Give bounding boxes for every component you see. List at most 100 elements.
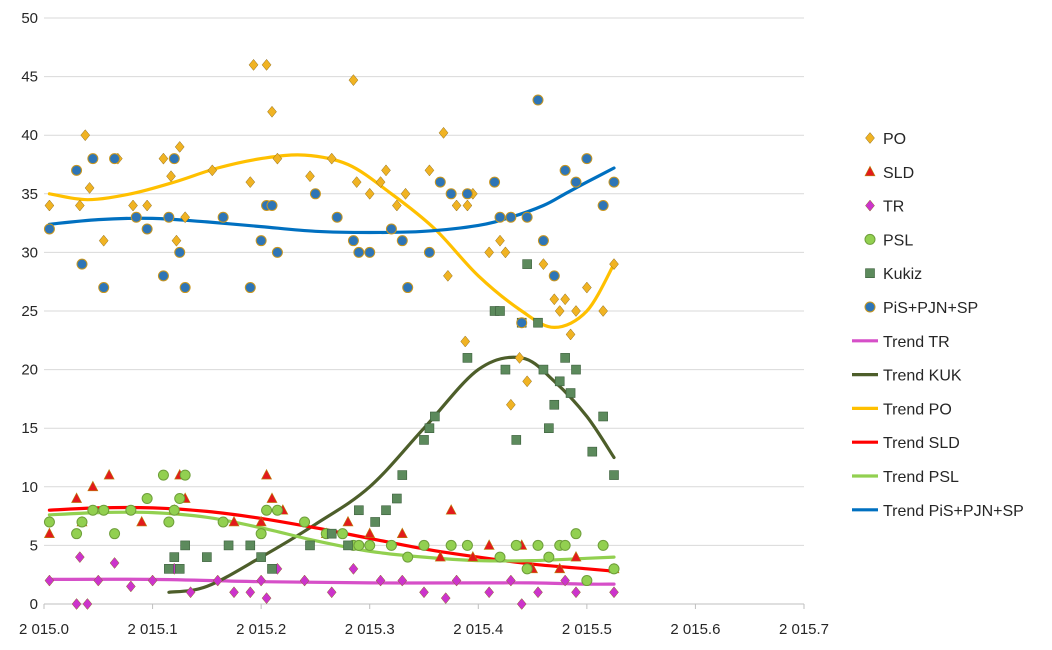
tr-point	[126, 580, 136, 593]
po-point	[571, 305, 581, 317]
sld-point	[103, 468, 115, 480]
po-point	[506, 398, 516, 411]
tr-point	[299, 574, 310, 587]
pis-point	[309, 188, 321, 200]
kukiz-point	[202, 552, 212, 562]
kukiz-point	[169, 552, 180, 562]
po-point	[462, 199, 473, 212]
sld-point	[364, 527, 376, 538]
tr-point	[375, 574, 386, 587]
kukiz-point	[544, 423, 554, 434]
kukiz-point	[174, 564, 185, 574]
sld-point	[434, 550, 446, 562]
pis-point	[255, 235, 267, 247]
legend-tr-marker	[865, 199, 875, 212]
kukiz-point	[180, 540, 190, 551]
x-tick-label: 2 015.3	[345, 621, 395, 638]
psl-point	[163, 516, 175, 528]
po-point	[44, 199, 55, 212]
kukiz-point	[354, 505, 364, 516]
legend-psl-marker	[864, 233, 876, 245]
kukiz-point	[549, 399, 560, 410]
pis-point	[608, 176, 620, 188]
kukiz-point	[164, 564, 174, 574]
sld-point	[261, 468, 273, 480]
kukiz-point	[267, 564, 277, 574]
tr-point	[93, 574, 104, 587]
po-point	[180, 211, 190, 224]
kukiz-point	[571, 364, 581, 375]
pis-point	[109, 153, 121, 165]
y-tick-label: 25	[21, 303, 38, 320]
psl-point	[494, 551, 506, 563]
psl-point	[364, 539, 376, 551]
y-tick-label: 15	[21, 420, 38, 437]
tr-point	[245, 586, 256, 599]
pis-point	[402, 282, 414, 294]
po-point	[75, 199, 85, 212]
psl-point	[532, 539, 544, 551]
legend-label: PO	[883, 131, 906, 148]
x-tick-label: 2 015.0	[19, 621, 69, 638]
legend-kukiz-marker	[865, 268, 875, 279]
po-point	[549, 293, 560, 306]
y-tick-label: 35	[21, 186, 38, 203]
legend-label: Kukiz	[883, 266, 922, 283]
psl-point	[271, 504, 283, 516]
sld-point	[396, 527, 408, 538]
tr-point	[147, 574, 158, 587]
psl-point	[608, 563, 620, 575]
x-tick-label: 2 015.5	[562, 621, 612, 638]
kukiz-point	[223, 540, 234, 551]
po-point	[400, 187, 411, 200]
kukiz-point	[343, 540, 353, 551]
psl-point	[597, 539, 609, 551]
data-points	[43, 58, 620, 610]
psl-point	[141, 493, 153, 505]
pis-point	[130, 211, 142, 223]
legend-label: Trend PiS+PJN+SP	[883, 503, 1024, 520]
po-point	[514, 351, 525, 364]
tr-point	[326, 586, 337, 599]
kukiz-point	[560, 353, 570, 363]
sld-point	[266, 492, 278, 503]
pis-point	[364, 246, 376, 258]
legend: PO SLD TR PSL Kukiz PiS+PJN+SP Trend TR Trend K…	[852, 131, 1024, 520]
psl-point	[510, 539, 522, 551]
po-point	[565, 328, 576, 341]
sld-point	[87, 480, 99, 492]
po-point	[272, 152, 283, 165]
sld-point	[445, 504, 457, 515]
legend-po-marker	[865, 132, 875, 144]
po-point	[438, 126, 449, 139]
legend-label: PiS+PJN+SP	[883, 300, 978, 317]
kukiz-point	[370, 517, 380, 527]
po-point	[98, 234, 109, 247]
kukiz-point	[511, 435, 522, 445]
po-point	[80, 129, 91, 142]
legend-label: Trend TR	[883, 334, 950, 351]
kukiz-point	[392, 493, 402, 504]
tr-point	[75, 551, 85, 564]
psl-point	[402, 551, 414, 563]
po-point	[582, 281, 592, 294]
x-tick-label: 2 015.1	[128, 621, 178, 638]
tr-point	[348, 562, 359, 575]
po-point	[522, 375, 532, 388]
pis-point	[505, 211, 517, 223]
psl-point	[217, 516, 229, 528]
tr-point	[44, 574, 55, 587]
pis-point	[163, 211, 175, 223]
po-point	[460, 335, 471, 348]
tr-point	[256, 574, 266, 587]
kukiz-point	[533, 317, 543, 328]
kukiz-point	[245, 540, 256, 551]
tr-point	[440, 592, 451, 605]
po-point	[538, 258, 549, 271]
po-point	[348, 74, 359, 87]
tr-point	[185, 586, 196, 599]
pis-point	[271, 246, 283, 258]
psl-point	[445, 539, 457, 551]
psl-point	[261, 504, 273, 516]
